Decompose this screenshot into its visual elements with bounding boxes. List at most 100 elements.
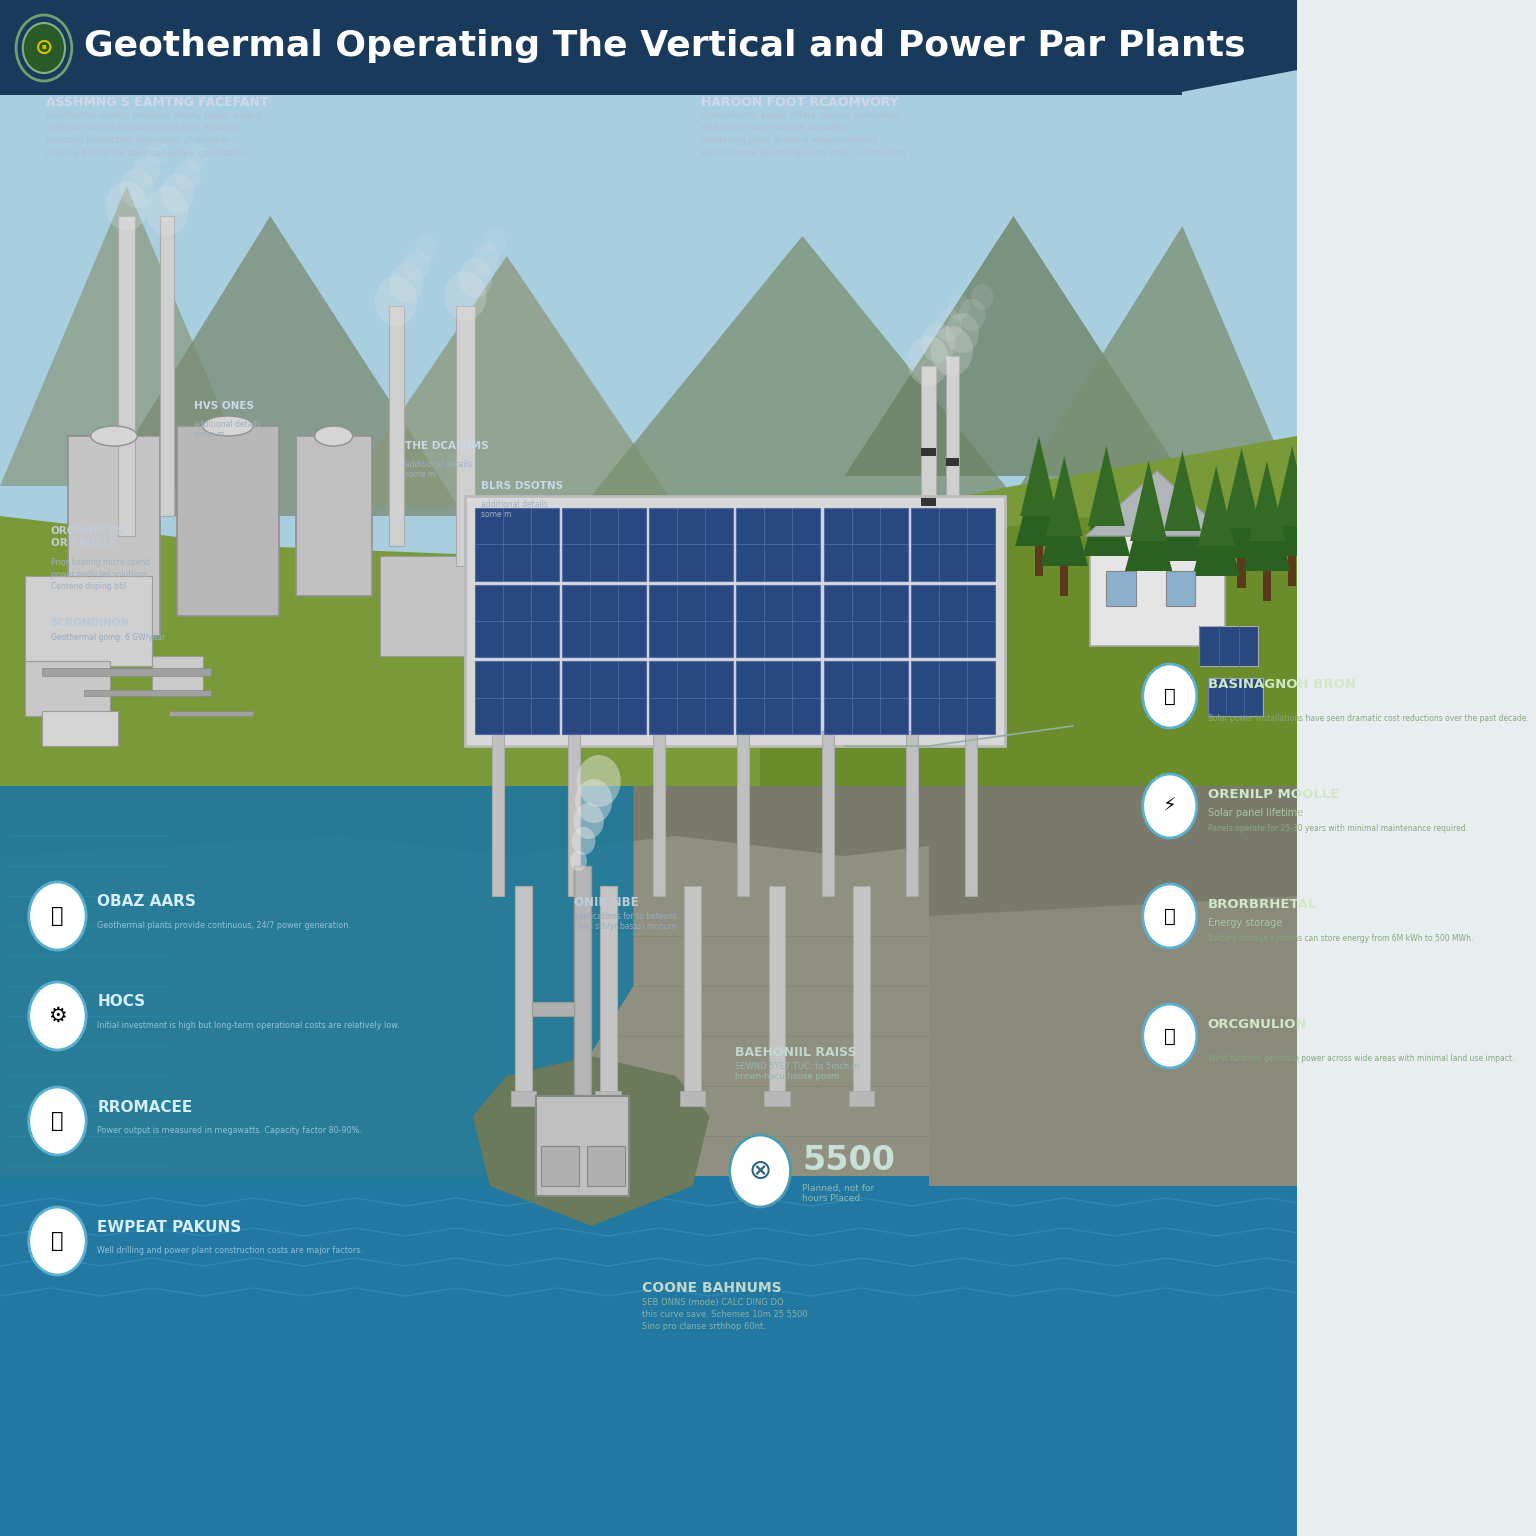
Bar (295, 436, 372, 596)
Circle shape (958, 300, 986, 330)
Bar (1106, 571, 1137, 607)
Polygon shape (0, 786, 633, 1186)
Bar (653, 731, 665, 895)
Circle shape (570, 851, 587, 871)
Text: HOCS: HOCS (97, 994, 146, 1009)
Text: SEWND 5YE7 TUC: to 5inch m
brown-hacu house poom.: SEWND 5YE7 TUC: to 5inch m brown-hacu ho… (734, 1061, 860, 1081)
Circle shape (375, 276, 418, 326)
Circle shape (571, 826, 596, 856)
Bar (946, 508, 958, 516)
Polygon shape (473, 1057, 710, 1226)
Bar (1289, 536, 1296, 587)
Bar (0, 786, 1298, 1186)
Text: BAEHONIIL RAISS: BAEHONIIL RAISS (734, 1046, 857, 1058)
Ellipse shape (315, 425, 353, 445)
Bar (650, 662, 733, 734)
Bar (680, 1091, 705, 1106)
Bar (911, 585, 995, 657)
Circle shape (106, 181, 147, 230)
Polygon shape (1249, 461, 1286, 541)
Bar (68, 436, 160, 636)
Circle shape (187, 144, 209, 170)
Text: ORONORCBS
OR CRUELS: ORONORCBS OR CRUELS (51, 525, 124, 548)
Circle shape (389, 263, 422, 303)
Bar (920, 598, 935, 607)
Circle shape (1143, 1005, 1197, 1068)
Text: EWPEAT PAKUNS: EWPEAT PAKUNS (97, 1220, 241, 1235)
Bar (562, 585, 645, 657)
Bar (737, 731, 750, 895)
Circle shape (948, 293, 969, 319)
Circle shape (29, 1207, 86, 1275)
Text: 📂: 📂 (51, 906, 63, 926)
Circle shape (922, 323, 955, 362)
Text: Geothermal going: 6 GW/year: Geothermal going: 6 GW/year (51, 633, 164, 642)
Text: SCRONDINON: SCRONDINON (51, 617, 131, 628)
Text: BRORBRHETAL: BRORBRHETAL (1207, 897, 1318, 911)
Polygon shape (1164, 452, 1201, 531)
Bar (0, 0, 1298, 786)
Bar (169, 711, 253, 716)
Text: OBAZ AARS: OBAZ AARS (97, 894, 197, 909)
Bar (541, 1146, 579, 1186)
Text: 📈: 📈 (51, 1111, 63, 1130)
Circle shape (574, 779, 613, 823)
Text: 💼: 💼 (51, 1230, 63, 1250)
Bar (84, 690, 210, 696)
Text: 🏠: 🏠 (1164, 687, 1175, 705)
Bar (852, 886, 869, 1097)
Bar (25, 576, 152, 667)
Text: 👤: 👤 (1164, 1026, 1175, 1046)
Polygon shape (1223, 449, 1260, 528)
Circle shape (1143, 774, 1197, 839)
Polygon shape (591, 237, 1014, 496)
Text: Panels operate for 25-30 years with minimal maintenance required.: Panels operate for 25-30 years with mini… (1207, 823, 1468, 833)
Polygon shape (1243, 481, 1290, 571)
Bar (1060, 545, 1069, 596)
Bar (515, 886, 531, 1097)
Circle shape (908, 336, 949, 386)
Circle shape (416, 233, 438, 260)
Bar (911, 662, 995, 734)
Text: ⊗: ⊗ (748, 1157, 771, 1184)
Bar (1212, 556, 1221, 607)
Bar (823, 508, 908, 581)
Text: ⚙: ⚙ (48, 1006, 66, 1026)
Bar (1200, 627, 1258, 667)
Circle shape (573, 803, 604, 839)
Text: RROMACEE: RROMACEE (97, 1100, 192, 1115)
Circle shape (444, 270, 487, 321)
Bar (736, 508, 820, 581)
Text: Geothermal Operating The Vertical and Power Par Plants: Geothermal Operating The Vertical and Po… (84, 29, 1246, 63)
Bar (389, 306, 404, 545)
Text: ⚡: ⚡ (1163, 797, 1177, 816)
Circle shape (15, 15, 72, 81)
Bar (946, 356, 958, 667)
Polygon shape (760, 516, 1298, 786)
Bar (1089, 536, 1224, 647)
Polygon shape (1166, 0, 1298, 95)
Ellipse shape (203, 416, 253, 436)
Text: HAROON FOOT RCAOMVORY: HAROON FOOT RCAOMVORY (700, 95, 899, 109)
Bar (464, 496, 1005, 746)
Bar (1207, 677, 1263, 716)
Bar (920, 498, 935, 505)
Text: Hydroelectric power offers reliable generation
with large scale storage capabili: Hydroelectric power offers reliable gene… (700, 111, 906, 158)
Bar (1238, 538, 1246, 588)
Polygon shape (0, 186, 253, 485)
Text: THE DCALUMS: THE DCALUMS (406, 441, 488, 452)
Bar (177, 425, 278, 616)
Text: additional details
some m: additional details some m (481, 501, 548, 519)
Text: ORENILP MOOLLE: ORENILP MOOLLE (1207, 788, 1339, 800)
Text: Prior boating micro spend
power particles solutions
Centene doping bbl: Prior boating micro spend power particle… (51, 558, 151, 591)
Bar (650, 508, 733, 581)
Circle shape (146, 138, 167, 164)
Polygon shape (1218, 468, 1266, 558)
Bar (464, 565, 531, 647)
Polygon shape (1015, 456, 1063, 545)
Text: ⊙: ⊙ (35, 38, 54, 58)
Polygon shape (1087, 445, 1124, 525)
Bar (25, 660, 109, 716)
Circle shape (578, 756, 621, 806)
Circle shape (402, 249, 430, 281)
